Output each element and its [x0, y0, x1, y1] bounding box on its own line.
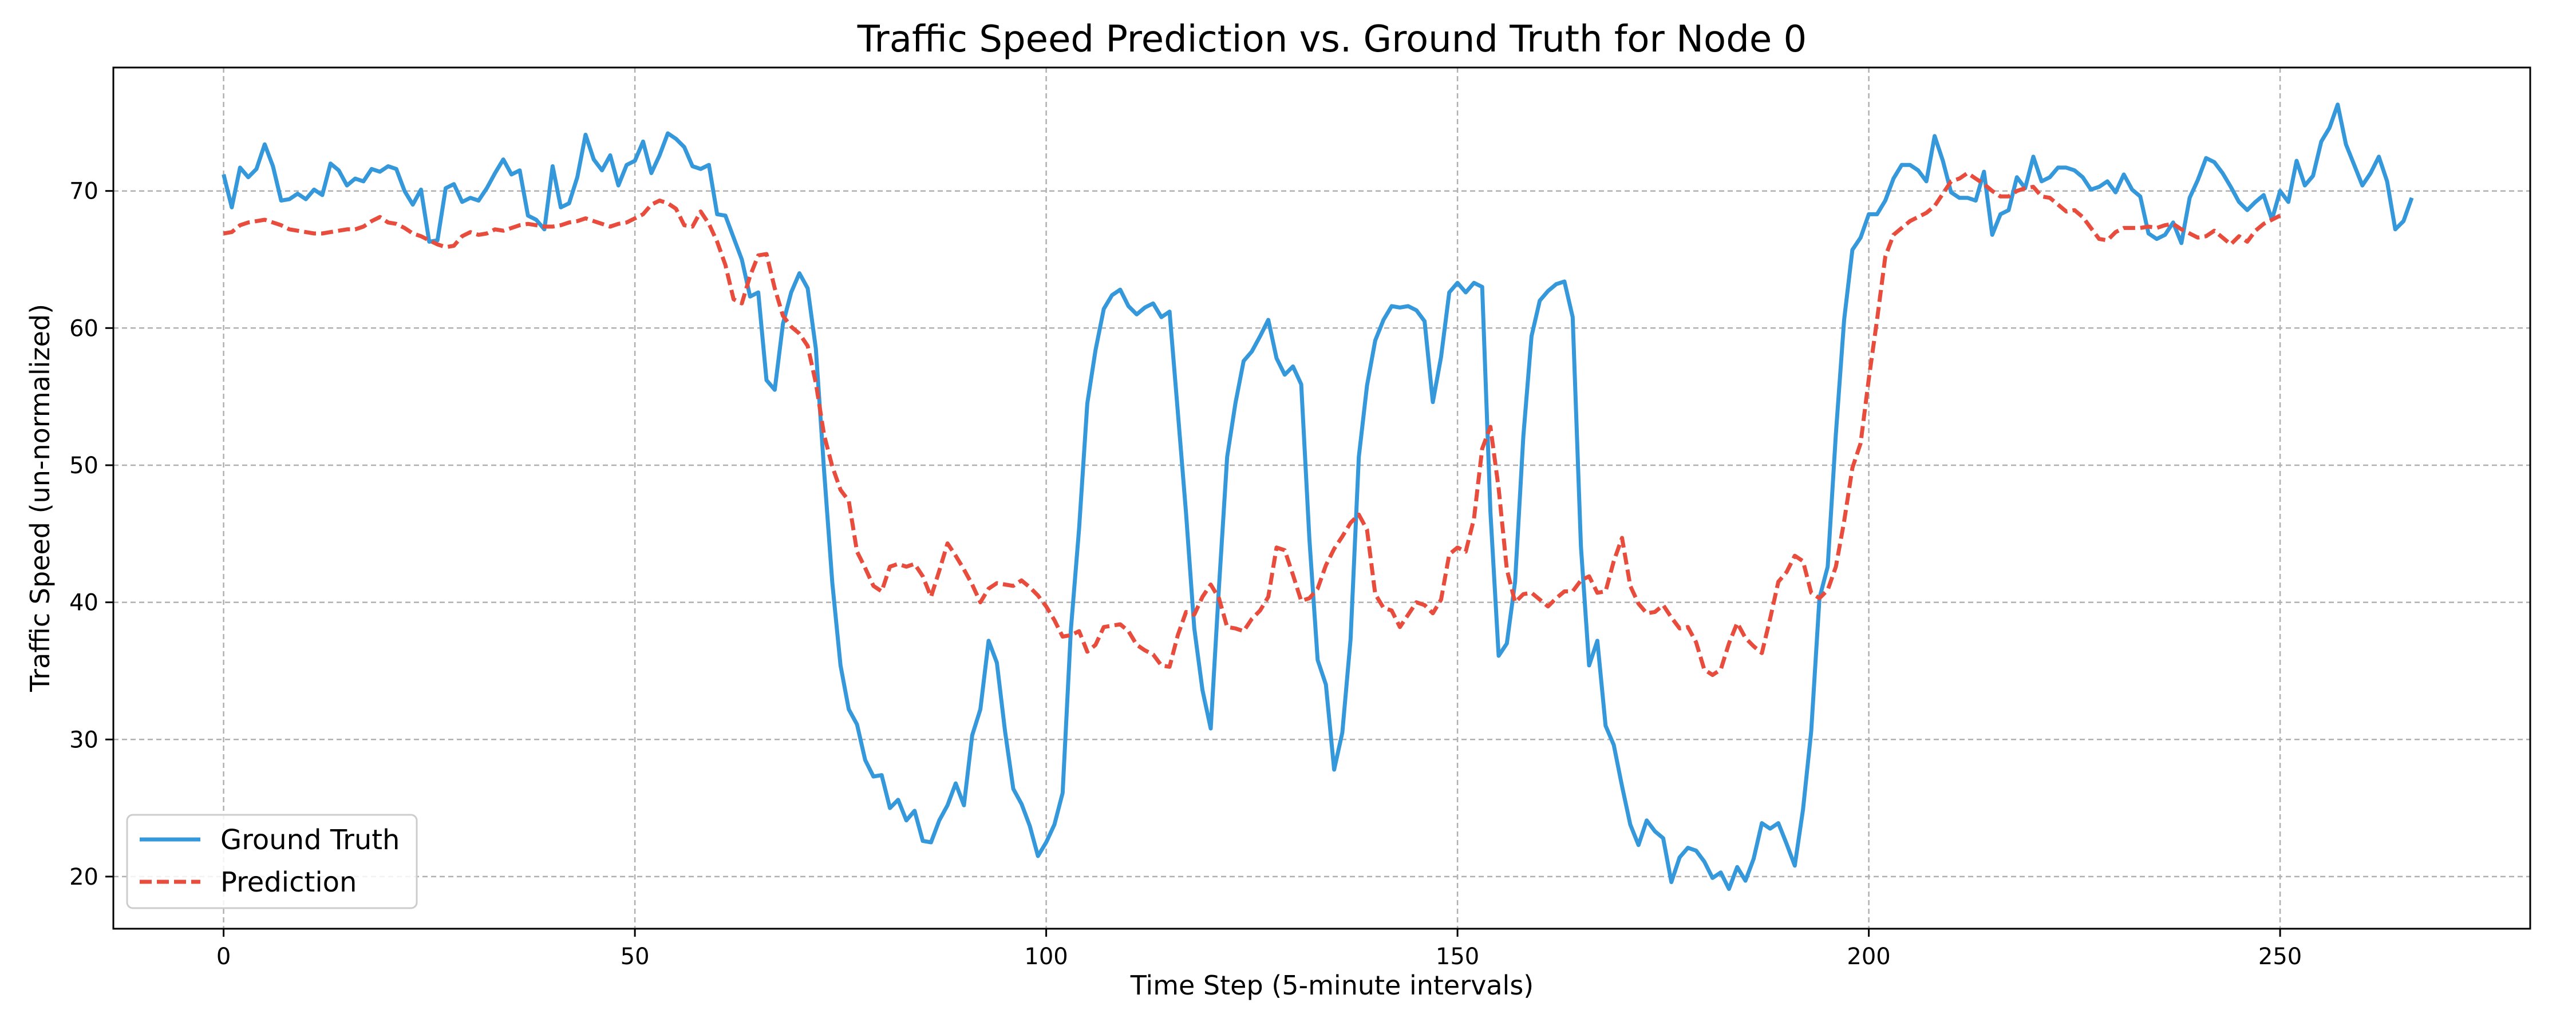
x-tick-label: 50	[621, 944, 650, 970]
x-tick-label: 0	[216, 944, 231, 970]
legend: Ground Truth Prediction	[126, 814, 418, 909]
plot-frame	[112, 66, 2531, 930]
series-line-prediction	[223, 171, 2281, 678]
legend-label-prediction: Prediction	[220, 866, 357, 898]
chart-title: Traffic Speed Prediction vs. Ground Trut…	[857, 18, 1807, 61]
y-tick-label: 70	[69, 179, 98, 205]
y-tick-label: 40	[69, 590, 98, 616]
y-axis-ticks: 20 30 40 50 60 70	[69, 179, 113, 890]
x-tick-label: 250	[2258, 944, 2302, 970]
y-tick-label: 50	[69, 453, 98, 479]
y-tick-label: 60	[69, 315, 98, 342]
x-axis-ticks: 0 50 100 150 200 250	[216, 929, 2302, 970]
legend-label-ground-truth: Ground Truth	[220, 824, 400, 856]
series-line-ground-truth	[222, 102, 2414, 891]
y-axis-label: Traffic Speed (un-normalized)	[25, 304, 56, 692]
x-tick-label: 200	[1847, 944, 1890, 970]
y-tick-label: 20	[69, 864, 98, 890]
grid-lines	[113, 68, 2530, 929]
series-layer	[222, 102, 2414, 891]
x-tick-label: 150	[1436, 944, 1479, 970]
y-tick-label: 30	[69, 727, 98, 753]
x-tick-label: 100	[1024, 944, 1068, 970]
x-axis-label: Time Step (5-minute intervals)	[1130, 970, 1534, 1001]
